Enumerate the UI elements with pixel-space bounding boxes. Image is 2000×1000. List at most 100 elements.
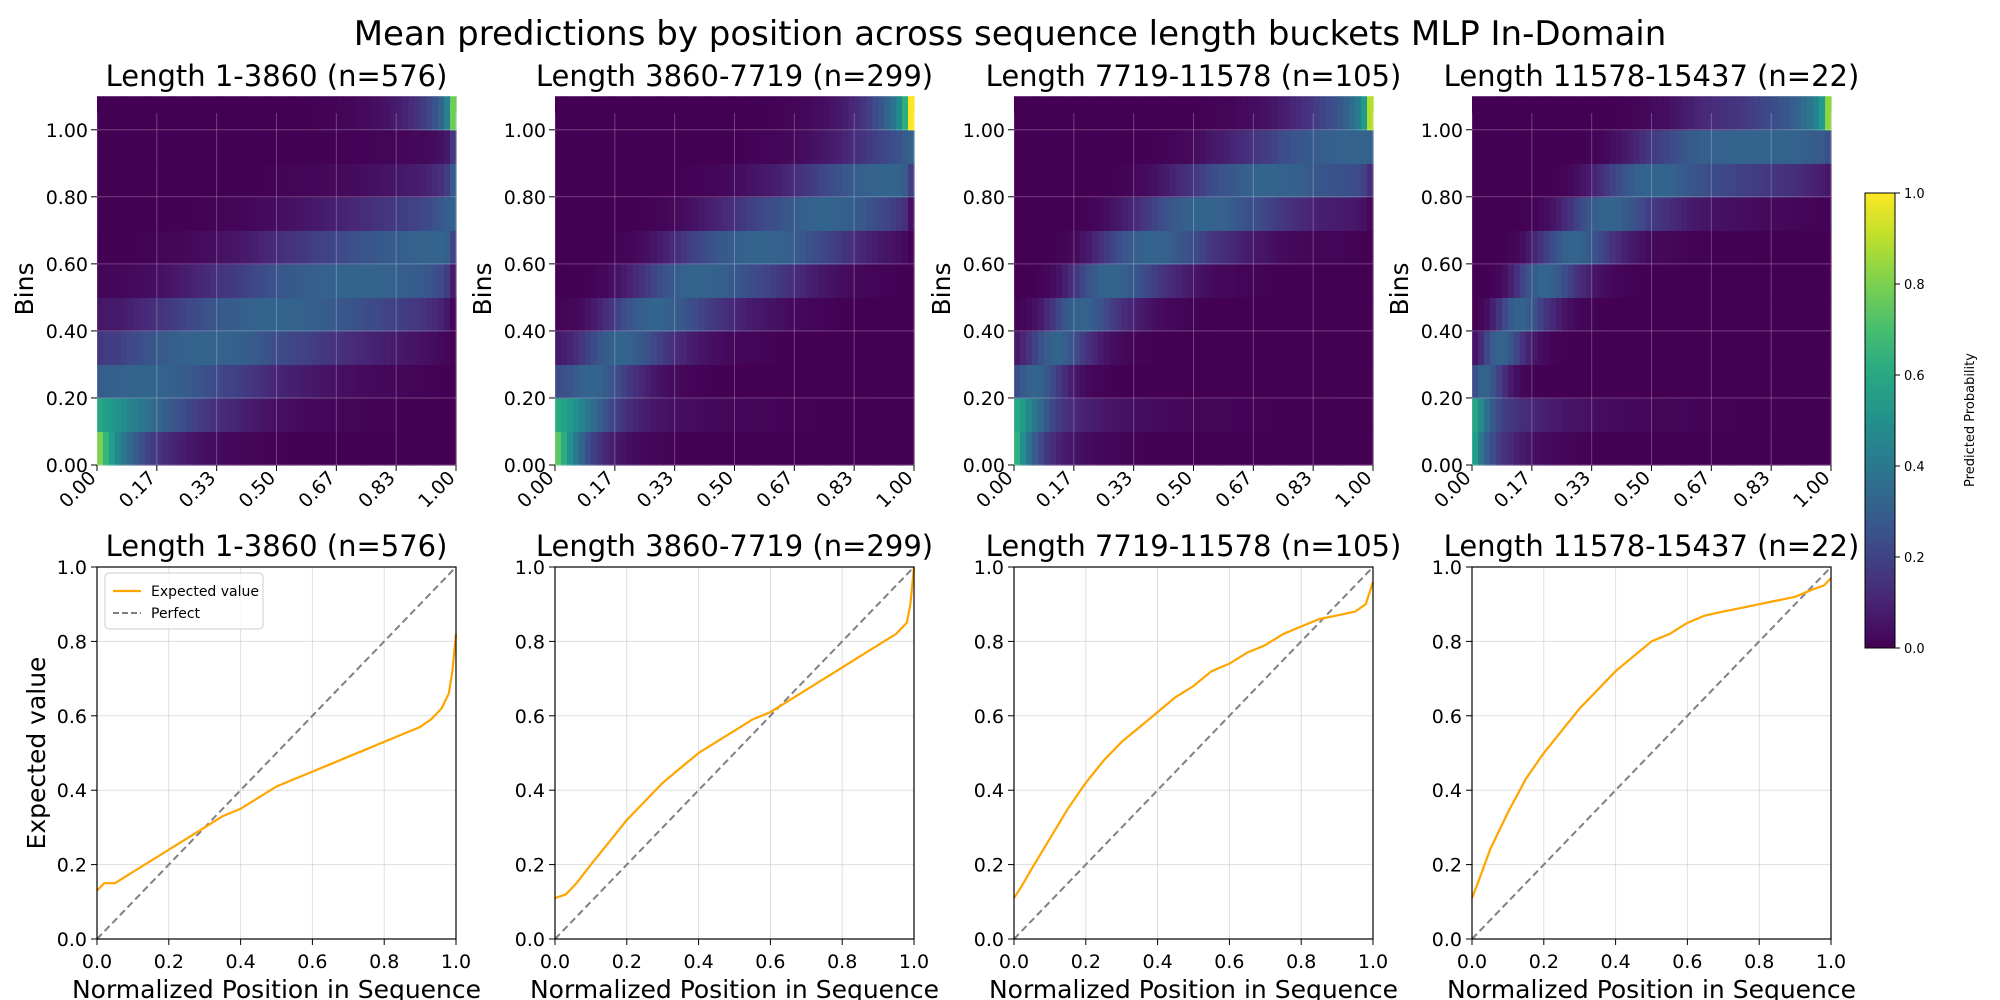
heatmap-cell (1319, 397, 1326, 433)
heatmap-cell (704, 431, 712, 466)
heatmap-cell (752, 297, 760, 332)
heatmap-cell (336, 431, 343, 466)
heatmap-cell (1337, 230, 1344, 265)
heatmap-cell (1717, 230, 1724, 265)
heatmap-cell (336, 129, 343, 164)
heatmap-ytick-label: 1.00 (46, 120, 88, 142)
heatmap-cell (174, 196, 182, 231)
heatmap-cell (1789, 297, 1796, 332)
heatmap-cell (168, 297, 176, 332)
heatmap-cell (1163, 297, 1171, 332)
heatmap-cell (1325, 129, 1332, 164)
heatmap-cell (1091, 96, 1099, 131)
heatmap-cell (770, 431, 777, 466)
heatmap-cell (372, 263, 379, 298)
heatmap-cell (1349, 263, 1356, 298)
heatmap-cell (1109, 129, 1117, 164)
heatmap-cell (1717, 263, 1724, 298)
heatmap-cell (1579, 196, 1587, 231)
heatmap-cell (1747, 196, 1754, 231)
heatmap-cell (680, 129, 688, 164)
heatmap-cell (608, 96, 616, 131)
heatmap-cell (1295, 196, 1302, 231)
heatmap-cell (842, 431, 849, 466)
heatmap-cell (1169, 263, 1177, 298)
heatmap-cell (1097, 230, 1105, 265)
heatmap-cell (1729, 96, 1736, 131)
heatmap-cell (180, 163, 188, 198)
heatmap-cell (1759, 230, 1766, 265)
heatmap-cell (1163, 196, 1171, 231)
heatmap-cell (1014, 263, 1021, 298)
heatmap-cell (1349, 196, 1356, 231)
heatmap-cell (408, 96, 415, 131)
heatmap-cell (342, 431, 349, 466)
heatmap-cell (1241, 196, 1248, 231)
heatmap-cell (908, 163, 915, 198)
heatmap-cell (722, 397, 730, 433)
heatmap-cell (1501, 431, 1509, 466)
heatmap-cell (626, 96, 634, 131)
heatmap-cell (902, 96, 909, 131)
heatmap-cell (114, 96, 122, 131)
heatmap-cell (1139, 129, 1147, 164)
heatmap-cell (830, 263, 837, 298)
heatmap-cell (1301, 163, 1308, 198)
heatmap-cell (1651, 129, 1659, 164)
heatmap-cell (836, 230, 843, 265)
heatmap-cell (432, 364, 439, 399)
heatmap-cell (312, 263, 319, 298)
heatmap-cell (1591, 163, 1599, 198)
heatmap-cell (114, 397, 122, 433)
heatmap-cell (1651, 230, 1659, 265)
heatmap-cell (860, 163, 867, 198)
heatmap-cell (1014, 163, 1021, 198)
heatmap-cell (1472, 163, 1479, 198)
heatmap-cell (1585, 263, 1593, 298)
heatmap-cell (596, 163, 604, 198)
heatmap-cell (1531, 364, 1539, 399)
heatmap-cell (270, 364, 278, 399)
heatmap-cell (1031, 431, 1039, 466)
heatmap-cell (294, 330, 302, 366)
heatmap-cell (108, 431, 116, 466)
heatmap-cell (1217, 230, 1225, 265)
heatmap-cell (1115, 397, 1123, 433)
heatmap-cell (782, 330, 789, 366)
heatmap-cell (1825, 129, 1832, 164)
heatmap-cell (1049, 96, 1057, 131)
heatmap-cell (1477, 364, 1485, 399)
heatmap-cell (1313, 196, 1320, 231)
heatmap-cell (806, 196, 813, 231)
heatmap-cell (1157, 297, 1165, 332)
heatmap-cell (348, 129, 355, 164)
heatmap-cell (240, 196, 248, 231)
heatmap-cell (1277, 230, 1284, 265)
heatmap-cell (584, 397, 592, 433)
heatmap-cell (354, 330, 361, 366)
heatmap-cell (566, 397, 574, 433)
heatmap-cell (174, 364, 182, 399)
heatmap-cell (1301, 431, 1308, 466)
heatmap-cell (1477, 230, 1485, 265)
heatmap-cell (1049, 330, 1057, 366)
heatmap-cell (860, 297, 867, 332)
plot-frame (96, 566, 457, 940)
heatmap-cell (1163, 364, 1171, 399)
heatmap-cell (264, 163, 272, 198)
heatmap-cell (716, 263, 724, 298)
heatmap-cell (1049, 397, 1057, 433)
heatmap-cell (764, 129, 771, 164)
heatmap-cell (318, 330, 325, 366)
heatmap-cell (596, 230, 604, 265)
heatmap-cell (288, 196, 296, 231)
heatmap-cell (414, 196, 421, 231)
heatmap-cell (620, 364, 628, 399)
heatmap-cell (590, 297, 598, 332)
heatmap-cell (1229, 431, 1236, 466)
heatmap-cell (1711, 330, 1718, 366)
heatmap-cell (1115, 129, 1123, 164)
heatmap-cell (354, 364, 361, 399)
heatmap-cell (1289, 96, 1296, 131)
heatmap-cell (830, 230, 837, 265)
